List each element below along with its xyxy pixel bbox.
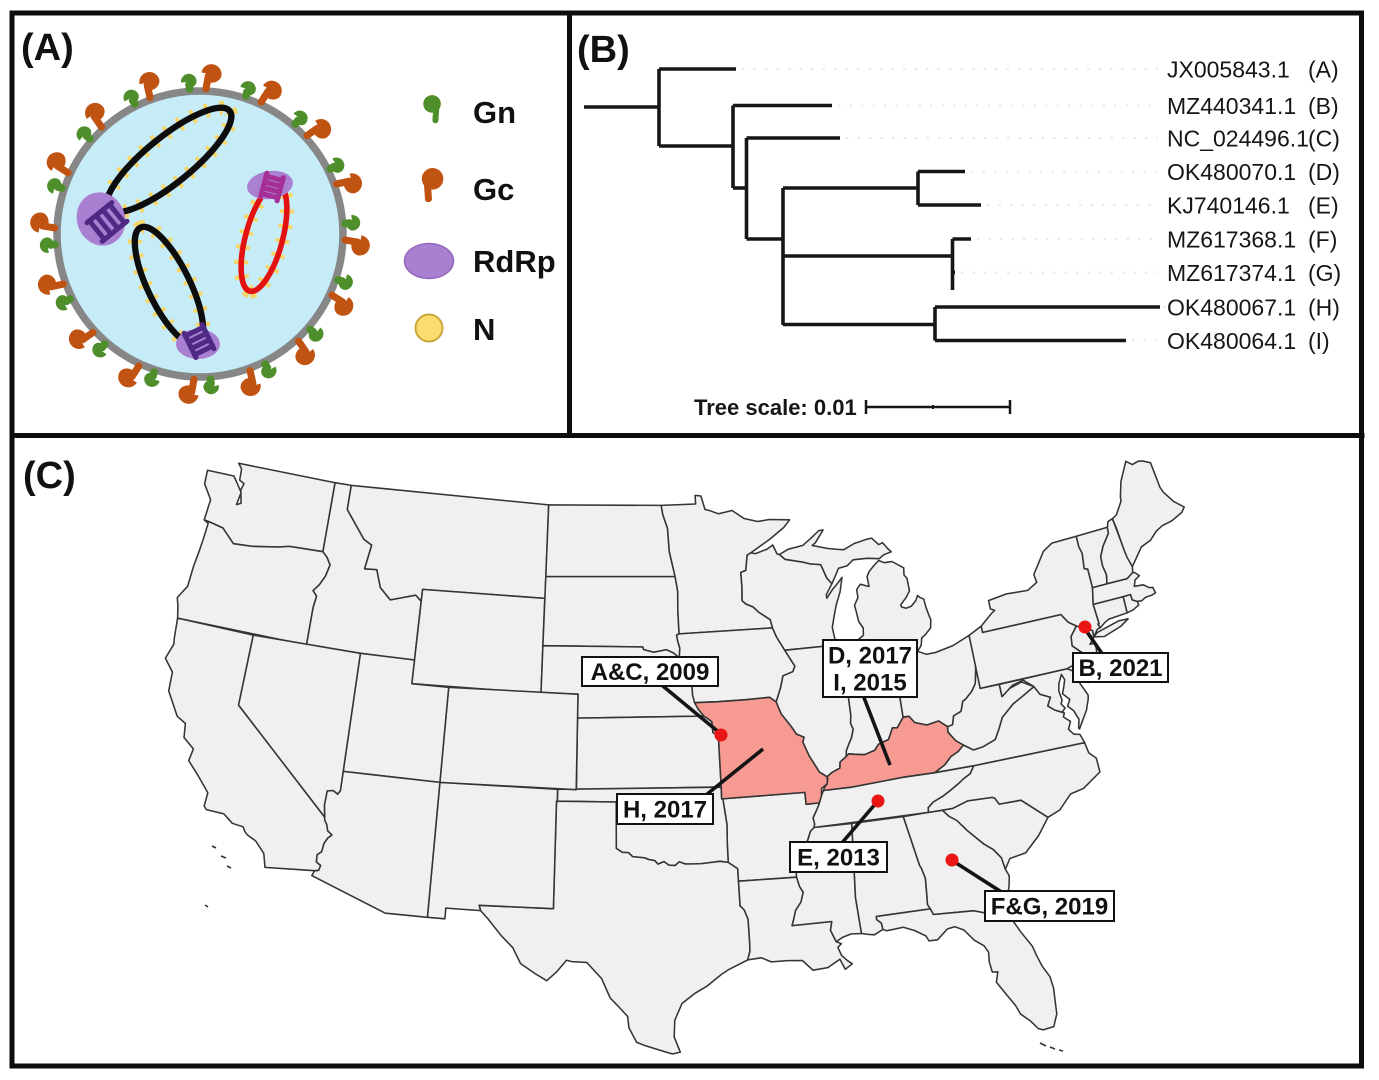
svg-text:(G): (G) — [1308, 260, 1341, 286]
svg-text:N: N — [473, 312, 495, 347]
svg-text:(C): (C) — [23, 455, 76, 497]
svg-text:Tree scale: 0.01: Tree scale: 0.01 — [694, 395, 857, 420]
svg-text:OK480064.1: OK480064.1 — [1167, 328, 1296, 354]
svg-text:F&G, 2019: F&G, 2019 — [991, 894, 1108, 921]
svg-text:E, 2013: E, 2013 — [797, 845, 880, 872]
svg-text:(F): (F) — [1308, 227, 1337, 253]
svg-text:NC_024496.1: NC_024496.1 — [1167, 126, 1309, 152]
svg-text:(A): (A) — [21, 27, 74, 69]
svg-text:(I): (I) — [1308, 328, 1330, 354]
svg-text:(A): (A) — [1308, 57, 1339, 83]
svg-text:KJ740146.1: KJ740146.1 — [1167, 193, 1290, 219]
svg-text:(B): (B) — [1308, 93, 1339, 119]
svg-text:B, 2021: B, 2021 — [1078, 655, 1162, 682]
svg-text:H, 2017: H, 2017 — [623, 797, 707, 824]
svg-text:MZ617374.1: MZ617374.1 — [1167, 260, 1296, 286]
svg-text:OK480070.1: OK480070.1 — [1167, 159, 1296, 185]
svg-text:(C): (C) — [1308, 126, 1340, 152]
svg-text:MZ440341.1: MZ440341.1 — [1167, 93, 1296, 119]
svg-text:OK480067.1: OK480067.1 — [1167, 295, 1296, 321]
svg-text:Gn: Gn — [473, 95, 516, 130]
svg-text:(E): (E) — [1308, 193, 1339, 219]
svg-text:I, 2015: I, 2015 — [833, 670, 906, 697]
svg-text:MZ617368.1: MZ617368.1 — [1167, 227, 1296, 253]
svg-text:(B): (B) — [577, 29, 630, 71]
svg-text:RdRp: RdRp — [473, 244, 556, 279]
svg-text:(D): (D) — [1308, 159, 1340, 185]
svg-text:(H): (H) — [1308, 295, 1340, 321]
svg-text:Gc: Gc — [473, 172, 514, 207]
svg-text:JX005843.1: JX005843.1 — [1167, 57, 1290, 83]
svg-text:A&C, 2009: A&C, 2009 — [591, 659, 710, 686]
svg-text:D, 2017: D, 2017 — [828, 643, 912, 670]
